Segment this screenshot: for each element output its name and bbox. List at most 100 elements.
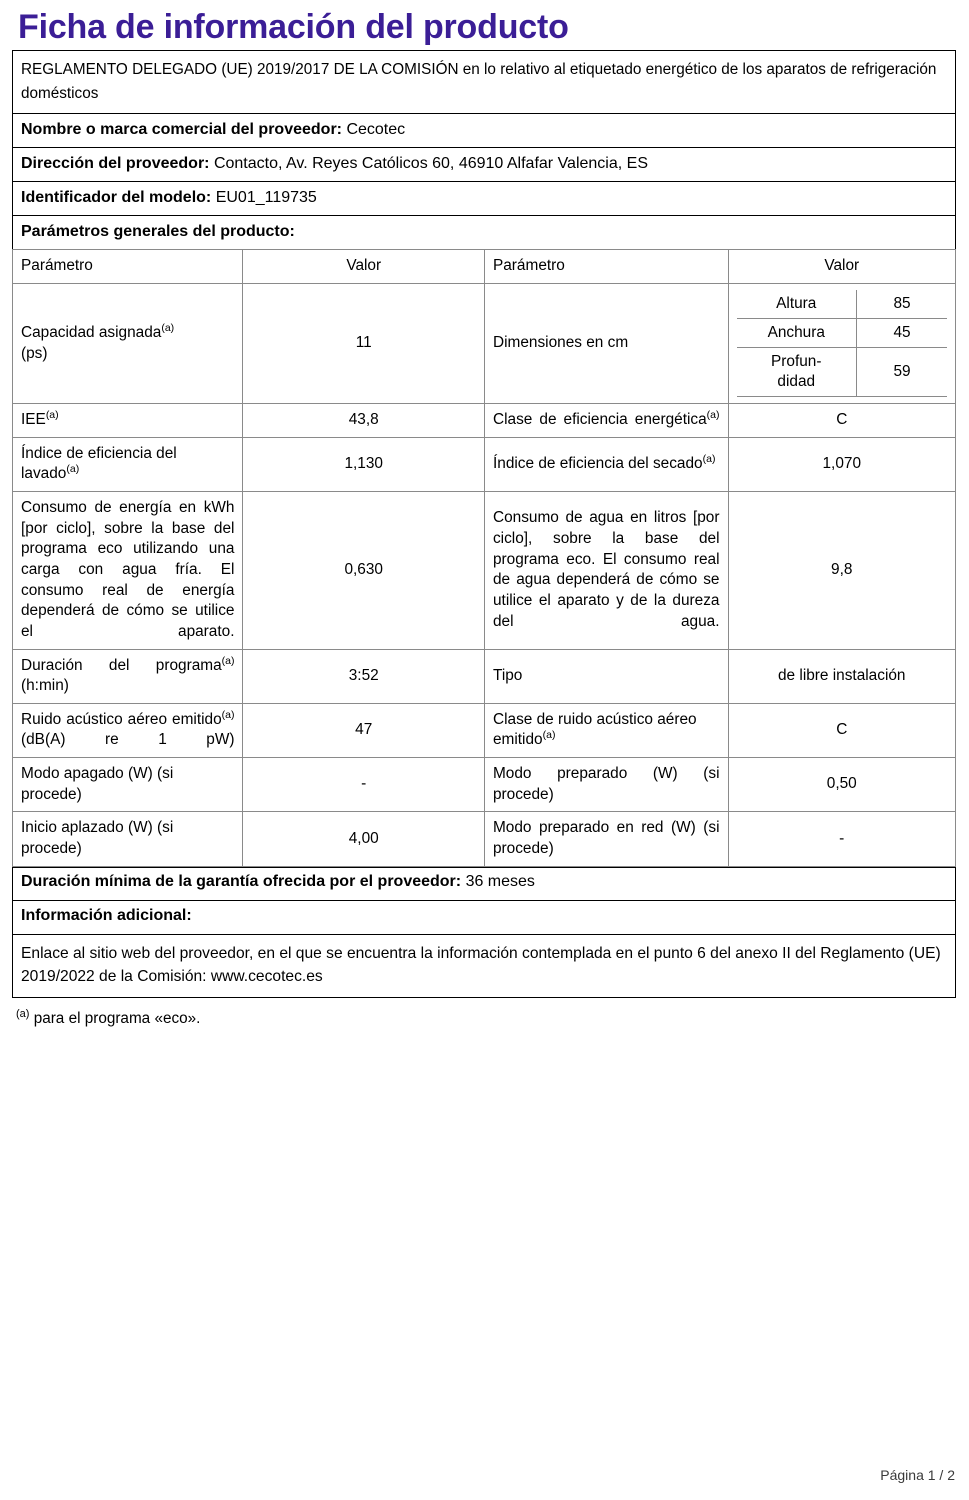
model-identifier-value: EU01_119735 [215,189,317,207]
header-valor-2: Valor [727,249,956,285]
section-heading: Parámetros generales del producto: [21,223,295,241]
footnote-text: para el programa «eco». [33,1010,201,1028]
airborne-noise-footnote-marker: (a) [221,708,235,721]
program-duration-label: Duración del programa(a) (h:min) [11,648,244,704]
general-parameters-table: Parámetro Valor Parámetro Valor Capacida… [11,249,956,867]
wash-index-footnote-marker: (a) [66,463,80,476]
additional-info-heading: Información adicional: [21,906,192,924]
table-row-iee-energy-class: IEE(a) 43,8 Clase de eficiencia energéti… [11,403,956,438]
dry-index-value: 1,070 [727,436,956,493]
width-label: Anchura [736,318,857,349]
networked-standby-label: Modo preparado en red (W) (si procede) [483,811,729,867]
iee-value: 43,8 [242,403,485,438]
model-identifier-band: Identificador del modelo: EU01_119735 [12,181,956,216]
depth-label: Profun- didad [736,347,857,398]
off-mode-value: - [242,757,485,813]
program-duration-footnote-marker: (a) [221,654,235,667]
off-mode-label: Modo apagado (W) (si procede) [11,757,244,813]
airborne-noise-label-text-2: (dB(A) re 1 pW) [21,731,235,749]
supplier-brand-value: Cecotec [346,121,406,139]
standby-mode-value: 0,50 [727,757,956,813]
delay-start-label: Inicio aplazado (W) (si procede) [11,811,244,867]
height-label: Altura [736,290,857,320]
width-value: 45 [856,318,947,349]
supplier-address-label: Dirección del proveedor: [21,155,210,173]
iee-footnote-marker: (a) [45,409,59,422]
dimensions-subtable-host: Altura 85 Anchura 45 Profun- [727,283,956,405]
table-row-off-standby: Modo apagado (W) (si procede) - Modo pre… [11,757,956,813]
table-header-row: Parámetro Valor Parámetro Valor [11,249,956,285]
dimensions-label: Dimensiones en cm [483,283,729,405]
document-sheet: Ficha de información del producto REGLAM… [11,0,956,1028]
capacity-label: Capacidad asignada(a) (ps) [11,283,244,405]
header-valor-1: Valor [242,249,485,285]
footnote-marker: (a) [16,1008,30,1021]
standby-mode-label: Modo preparado (W) (si procede) [483,757,729,813]
networked-standby-value: - [727,811,956,867]
section-heading-band: Parámetros generales del producto: [12,215,956,250]
regulation-band: REGLAMENTO DELEGADO (UE) 2019/2017 DE LA… [12,50,956,114]
energy-consumption-value: 0,630 [242,491,485,650]
delay-start-value: 4,00 [242,811,485,867]
noise-class-value: C [727,702,956,759]
regulation-text: REGLAMENTO DELEGADO (UE) 2019/2017 DE LA… [21,61,937,102]
dimensions-row-height: Altura 85 [736,290,947,320]
program-duration-value: 3:52 [242,648,485,704]
capacity-footnote-marker: (a) [161,321,175,334]
airborne-noise-value: 47 [242,702,485,759]
energy-class-label-text: Clase de eficiencia energética [492,411,707,429]
depth-value: 59 [856,347,947,398]
dry-index-footnote-marker: (a) [702,452,716,465]
additional-info-heading-band: Información adicional: [12,900,956,935]
page-title: Ficha de información del producto [18,8,569,46]
height-value: 85 [856,290,947,320]
depth-label-part-1: Profun- [771,353,822,371]
water-consumption-value: 9,8 [727,491,956,650]
type-value: de libre instalación [727,648,956,704]
dry-index-label: Índice de eficiencia del secado(a) [483,436,729,493]
model-identifier-label: Identificador del modelo: [21,189,212,207]
energy-class-footnote-marker: (a) [706,409,720,422]
footnote: (a) para el programa «eco». [12,1008,956,1028]
supplier-address-band: Dirección del proveedor: Contacto, Av. R… [12,147,956,182]
capacity-label-text-2: (ps) [21,344,48,362]
water-consumption-label: Consumo de agua en litros [por ciclo], s… [483,491,729,650]
dry-index-label-text: Índice de eficiencia del secado [492,455,703,473]
table-row-wash-dry-index: Índice de eficiencia del lavado(a) 1,130… [11,436,956,493]
supplier-address-value: Contacto, Av. Reyes Católicos 60, 46910 … [213,155,648,173]
table-row-duration-type: Duración del programa(a) (h:min) 3:52 Ti… [11,648,956,704]
energy-consumption-label: Consumo de energía en kWh [por ciclo], s… [11,491,244,650]
header-parametro-1: Parámetro [11,249,244,285]
table-row-delay-networked: Inicio aplazado (W) (si procede) 4,00 Mo… [11,811,956,867]
program-duration-label-text-2: (h:min) [21,677,69,695]
energy-class-label: Clase de eficiencia energética(a) [483,403,729,438]
supplier-brand-label: Nombre o marca comercial del proveedor: [21,121,342,139]
header-parametro-2: Parámetro [483,249,729,285]
capacity-value: 11 [242,283,485,405]
dimensions-row-width: Anchura 45 [736,318,947,349]
airborne-noise-label: Ruido acústico aéreo emitido(a) (dB(A) r… [11,702,244,759]
capacity-label-text: Capacidad asignada [21,323,162,341]
warranty-band: Duración mínima de la garantía ofrecida … [12,866,956,901]
type-label: Tipo [483,648,729,704]
table-row-capacity-dimensions: Capacidad asignada(a) (ps) 11 Dimensione… [11,283,956,405]
depth-label-part-2: didad [777,373,816,391]
program-duration-label-text: Duración del programa [21,656,222,674]
wash-index-label-text: Índice de eficiencia del lavado [21,444,177,483]
dimensions-table: Altura 85 Anchura 45 Profun- [736,290,947,398]
table-row-consumption: Consumo de energía en kWh [por ciclo], s… [11,491,956,650]
supplier-brand-band: Nombre o marca comercial del proveedor: … [12,113,956,148]
airborne-noise-label-text: Ruido acústico aéreo emitido [21,710,222,728]
supplier-website-link[interactable]: www.cecotec.es [210,968,323,986]
table-row-noise: Ruido acústico aéreo emitido(a) (dB(A) r… [11,702,956,759]
noise-class-footnote-marker: (a) [542,729,556,742]
page-number: Página 1 / 2 [880,1467,955,1483]
warranty-label: Duración mínima de la garantía ofrecida … [21,872,462,890]
noise-class-label: Clase de ruido acústico aéreo emitido(a) [483,702,729,759]
dimensions-row-depth: Profun- didad 59 [736,347,947,398]
iee-label: IEE(a) [11,403,244,438]
additional-info-text: Enlace al sitio web del proveedor, en el… [21,944,941,986]
warranty-value: 36 meses [465,872,535,890]
wash-index-label: Índice de eficiencia del lavado(a) [11,436,244,493]
